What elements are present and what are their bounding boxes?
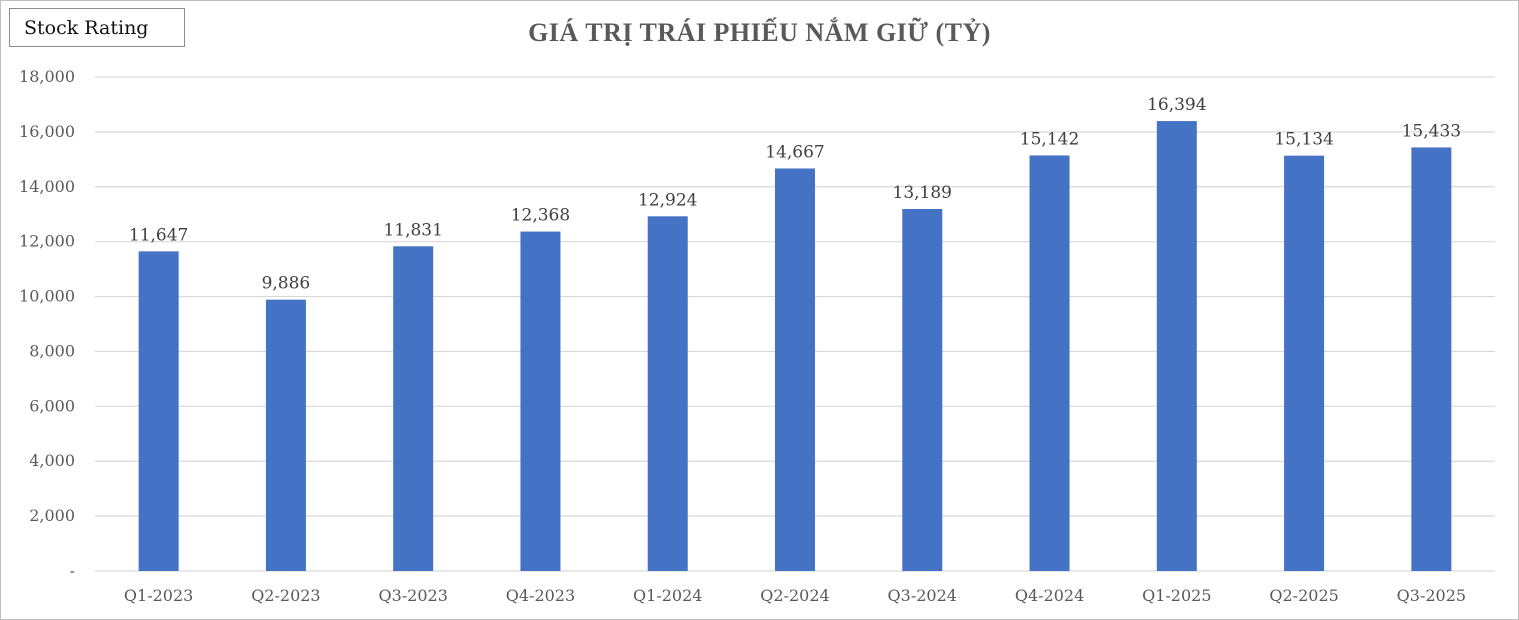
data-label: 11,831 xyxy=(383,220,442,240)
x-tick-label: Q1-2024 xyxy=(633,586,702,605)
y-axis: - 2,000 4,000 6,000 8,000 10,000 12,000 14,000 1… xyxy=(19,67,75,580)
x-tick-label: Q3-2023 xyxy=(378,586,447,605)
bar xyxy=(647,216,688,572)
bar xyxy=(775,168,815,571)
data-label: 15,142 xyxy=(1020,129,1079,149)
x-tick-label: Q3-2025 xyxy=(1397,586,1466,605)
bar xyxy=(1029,155,1070,571)
bar xyxy=(393,246,434,571)
x-tick-label: Q4-2023 xyxy=(506,586,575,605)
bar xyxy=(1411,147,1452,571)
bars xyxy=(138,121,1452,572)
data-label: 11,647 xyxy=(129,225,188,245)
y-tick-label: 12,000 xyxy=(19,232,75,251)
x-tick-label: Q2-2023 xyxy=(251,586,320,605)
x-tick-label: Q1-2025 xyxy=(1142,586,1211,605)
x-tick-label: Q4-2024 xyxy=(1015,586,1084,605)
y-tick-label: 18,000 xyxy=(19,67,75,86)
data-label: 9,886 xyxy=(262,274,311,294)
data-label: 15,433 xyxy=(1402,121,1461,141)
x-tick-label: Q2-2024 xyxy=(760,586,829,605)
y-tick-label: 2,000 xyxy=(29,506,75,525)
bar xyxy=(1284,155,1325,572)
data-label: 13,189 xyxy=(893,183,952,203)
data-label: 14,667 xyxy=(765,142,824,162)
data-label: 12,368 xyxy=(511,206,570,226)
y-tick-label: 16,000 xyxy=(19,122,75,141)
y-tick-label: 4,000 xyxy=(29,451,75,470)
bar xyxy=(138,251,179,571)
y-tick-label: 14,000 xyxy=(19,177,75,196)
data-labels: 11,647 9,886 11,831 12,368 12,924 14,667 13,18… xyxy=(129,95,1461,294)
y-tick-label: - xyxy=(70,561,75,580)
bar xyxy=(520,231,561,571)
logo-text: Stock Rating xyxy=(24,16,149,39)
x-tick-label: Q1-2023 xyxy=(124,586,193,605)
bar xyxy=(265,299,306,571)
x-tick-label: Q3-2024 xyxy=(888,586,957,605)
bar xyxy=(1156,121,1197,571)
data-label: 12,924 xyxy=(638,190,697,210)
y-tick-label: 8,000 xyxy=(29,341,75,360)
chart-title: GIÁ TRỊ TRÁI PHIẾU NẮM GIỮ (TỶ) xyxy=(528,18,991,47)
logo-badge: Stock Rating xyxy=(9,8,185,47)
y-tick-label: 10,000 xyxy=(19,287,75,306)
x-axis: Q1-2023 Q2-2023 Q3-2023 Q4-2023 Q1-2024 Q2-20… xyxy=(124,586,1466,605)
data-label: 15,134 xyxy=(1274,130,1333,150)
bar xyxy=(902,209,943,571)
y-tick-label: 6,000 xyxy=(29,396,75,415)
data-label: 16,394 xyxy=(1147,95,1206,115)
x-tick-label: Q2-2025 xyxy=(1269,586,1338,605)
